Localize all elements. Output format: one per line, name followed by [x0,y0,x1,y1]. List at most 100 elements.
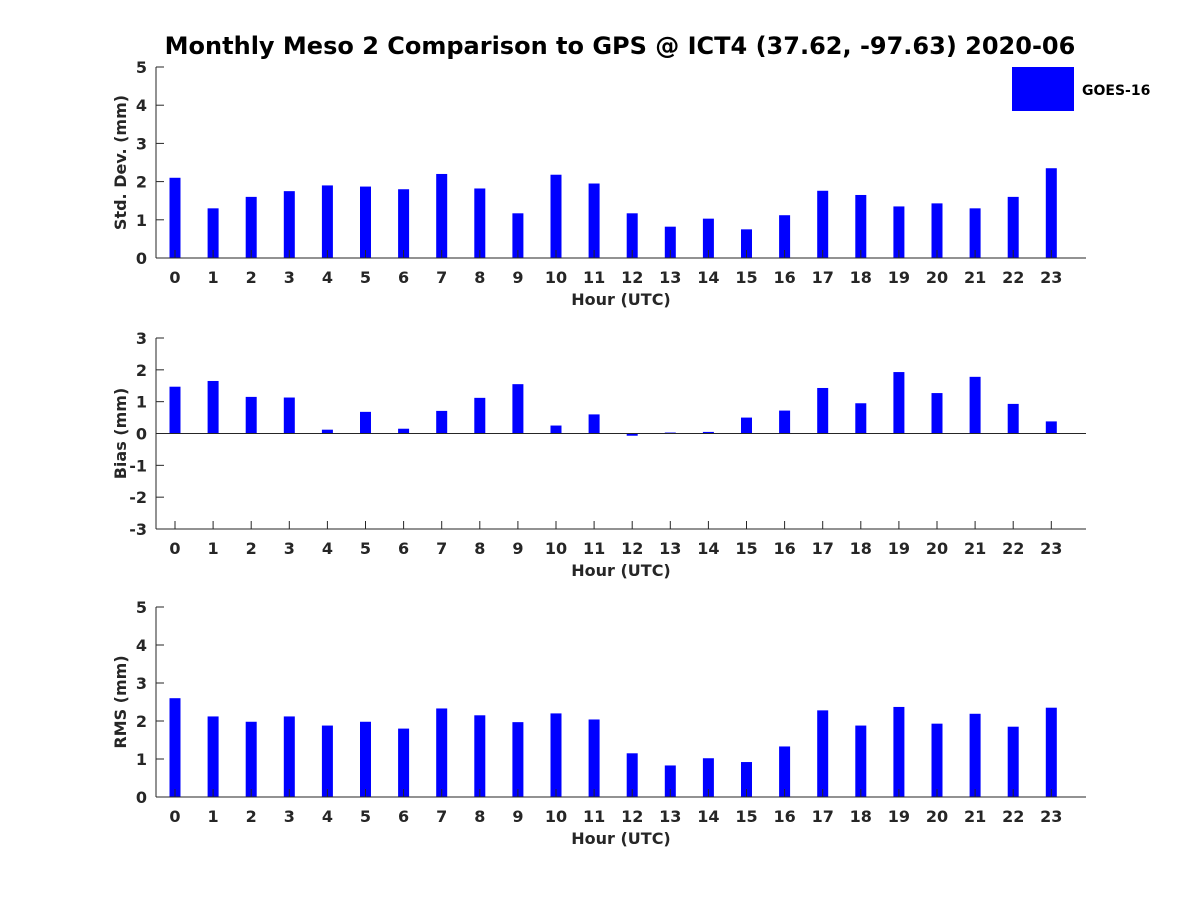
x-tick-label-rms-23: 23 [1040,807,1062,826]
y-tick-label-std-3: 3 [136,134,147,153]
bar-bias-hour-21 [969,376,981,434]
x-tick-label-bias-13: 13 [659,539,681,558]
bar-std-hour-3 [283,191,295,258]
x-tick-label-std-15: 15 [735,268,757,287]
x-tick-label-bias-10: 10 [545,539,567,558]
x-tick-label-std-1: 1 [208,268,219,287]
bar-std-hour-18 [855,194,867,258]
y-tick-label-bias-0: 0 [136,425,147,444]
x-tick-label-bias-6: 6 [398,539,409,558]
bar-std-hour-10 [550,174,562,258]
x-tick-label-bias-0: 0 [169,539,180,558]
x-tick-label-std-4: 4 [322,268,333,287]
y-tick-label-bias--2: -2 [129,488,147,507]
x-tick-label-std-8: 8 [474,268,485,287]
bar-rms-hour-16 [779,746,791,797]
x-tick-label-rms-4: 4 [322,807,333,826]
bar-rms-hour-14 [702,758,714,797]
bar-std-hour-8 [474,188,486,258]
x-tick-label-std-5: 5 [360,268,371,287]
x-tick-label-rms-12: 12 [621,807,643,826]
y-tick-label-bias--3: -3 [129,520,147,539]
x-tick-label-rms-20: 20 [926,807,948,826]
x-tick-label-bias-1: 1 [208,539,219,558]
x-tick-label-std-23: 23 [1040,268,1062,287]
x-tick-label-bias-12: 12 [621,539,643,558]
bar-rms-hour-0 [169,698,181,797]
x-tick-label-bias-22: 22 [1002,539,1024,558]
x-axis-label-rms: Hour (UTC) [571,829,671,848]
x-tick-label-bias-4: 4 [322,539,333,558]
bar-rms-hour-8 [474,715,486,797]
bar-rms-hour-13 [664,765,676,797]
bar-bias-hour-11 [588,414,600,434]
x-tick-label-rms-22: 22 [1002,807,1024,826]
bar-std-hour-17 [817,190,829,258]
bar-rms-hour-7 [436,708,448,797]
y-tick-label-std-4: 4 [136,96,147,115]
y-tick-label-std-0: 0 [136,249,147,268]
y-tick-label-rms-5: 5 [136,598,147,617]
bar-std-hour-21 [969,208,981,258]
bar-bias-hour-10 [550,425,562,434]
x-axis-label-bias: Hour (UTC) [571,561,671,580]
bar-rms-hour-12 [626,753,638,797]
bar-rms-hour-1 [207,716,219,797]
x-tick-label-bias-20: 20 [926,539,948,558]
x-tick-label-std-11: 11 [583,268,605,287]
bar-bias-hour-20 [931,393,943,434]
bar-std-hour-0 [169,177,181,258]
bar-std-hour-13 [664,226,676,258]
bar-bias-hour-15 [741,417,752,434]
bar-rms-hour-19 [893,706,905,797]
bar-std-hour-15 [741,229,752,258]
x-tick-label-bias-8: 8 [474,539,485,558]
x-tick-label-rms-13: 13 [659,807,681,826]
bar-bias-hour-18 [855,403,867,434]
x-tick-label-std-13: 13 [659,268,681,287]
x-tick-label-std-14: 14 [697,268,719,287]
x-tick-label-std-2: 2 [246,268,257,287]
bar-std-hour-16 [779,215,791,258]
x-tick-label-std-18: 18 [850,268,872,287]
y-tick-label-rms-0: 0 [136,788,147,807]
x-tick-label-rms-8: 8 [474,807,485,826]
bar-std-hour-6 [398,189,410,258]
x-tick-label-rms-14: 14 [697,807,719,826]
x-tick-label-bias-3: 3 [284,539,295,558]
bar-rms-hour-18 [855,725,867,797]
bar-rms-hour-6 [398,728,410,797]
x-tick-label-rms-21: 21 [964,807,986,826]
bar-std-hour-19 [893,206,905,258]
x-tick-label-bias-21: 21 [964,539,986,558]
bar-rms-hour-15 [741,762,752,797]
x-axis-label-std: Hour (UTC) [571,290,671,309]
bar-rms-hour-2 [245,721,257,797]
y-tick-label-bias-3: 3 [136,329,147,348]
bar-bias-hour-23 [1045,421,1057,434]
x-tick-label-std-9: 9 [512,268,523,287]
x-tick-label-rms-7: 7 [436,807,447,826]
bar-bias-hour-17 [817,387,829,434]
x-tick-label-bias-14: 14 [697,539,719,558]
bar-rms-hour-22 [1007,726,1019,797]
y-tick-label-bias--1: -1 [129,456,147,475]
x-tick-label-bias-18: 18 [850,539,872,558]
x-tick-label-bias-11: 11 [583,539,605,558]
x-tick-label-bias-16: 16 [773,539,795,558]
x-tick-label-rms-17: 17 [812,807,834,826]
bar-bias-hour-12 [626,433,638,436]
bar-bias-hour-3 [283,397,295,434]
y-tick-label-rms-1: 1 [136,750,147,769]
x-tick-label-bias-7: 7 [436,539,447,558]
bar-rms-hour-10 [550,713,562,797]
bar-bias-hour-8 [474,397,486,434]
bar-std-hour-2 [245,196,257,258]
x-tick-label-std-10: 10 [545,268,567,287]
x-tick-label-rms-10: 10 [545,807,567,826]
bar-rms-hour-3 [283,716,295,797]
y-axis-label-rms: RMS (mm) [111,655,130,748]
bar-rms-hour-17 [817,710,829,797]
